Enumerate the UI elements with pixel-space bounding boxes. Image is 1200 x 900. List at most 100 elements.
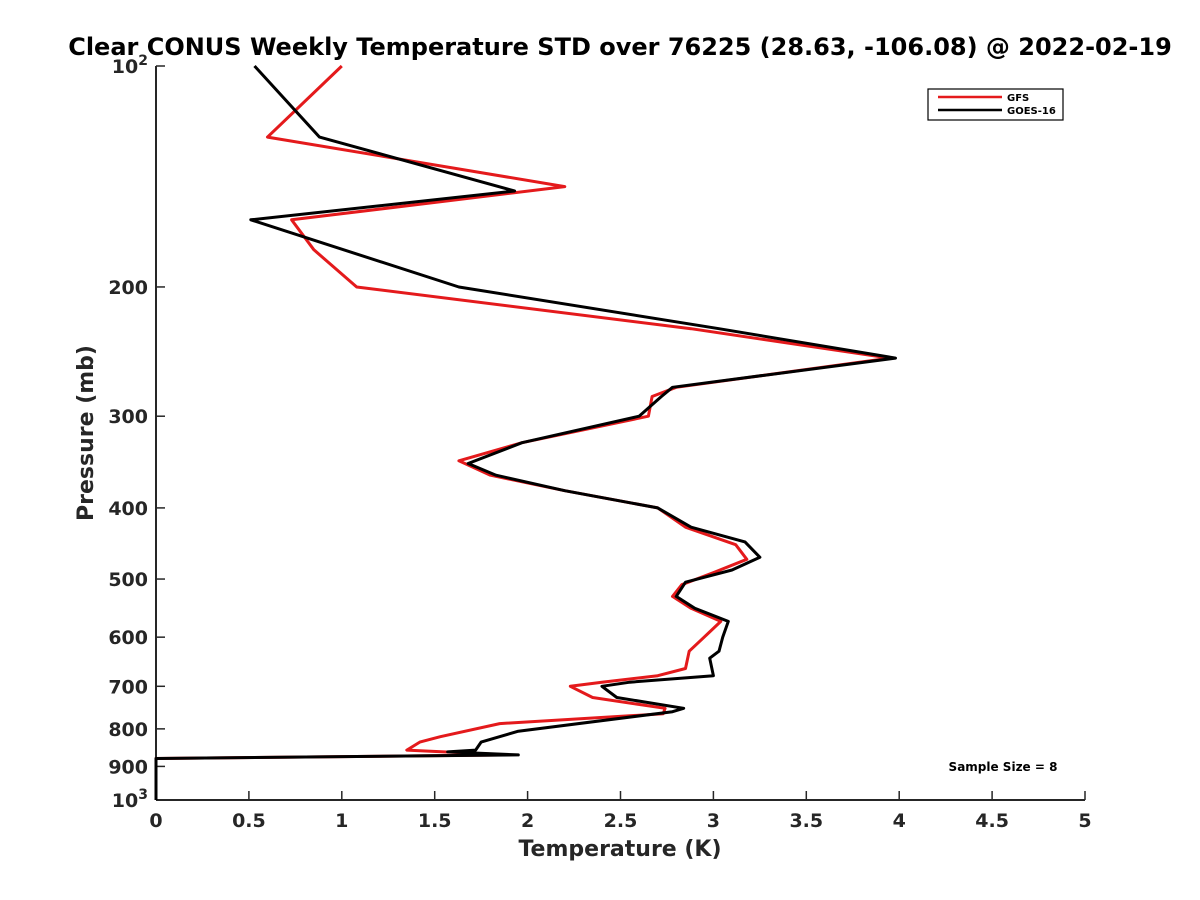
data-point <box>155 799 157 801</box>
x-tick-label: 4 <box>893 810 906 832</box>
data-point <box>720 620 722 622</box>
data-point <box>759 556 761 558</box>
x-axis-label: Temperature (K) <box>518 837 721 862</box>
data-point <box>684 526 686 528</box>
data-point <box>684 667 686 669</box>
data-point <box>521 442 523 444</box>
data-point <box>722 636 724 638</box>
y-tick-label: 500 <box>108 569 148 591</box>
data-point <box>638 415 640 417</box>
x-tick-label: 5 <box>1078 810 1091 832</box>
x-tick-label: 1.5 <box>418 810 452 832</box>
data-point <box>727 620 729 622</box>
x-tick-label: 4.5 <box>975 810 1009 832</box>
series-goes-16 <box>154 64 897 801</box>
data-point <box>564 185 566 187</box>
y-tick-label: 700 <box>108 676 148 698</box>
x-ticks: 0 0.5 1 1.5 2 2.5 3 3.5 4 4.5 5 <box>149 791 1092 832</box>
data-point <box>253 65 255 67</box>
data-point <box>709 657 711 659</box>
data-point <box>406 749 408 751</box>
y-axis-label: Pressure (mb) <box>74 345 99 521</box>
legend-label: GFS <box>1007 93 1029 104</box>
data-point <box>718 650 720 652</box>
y-tick-label: 200 <box>108 277 148 299</box>
data-point <box>735 544 737 546</box>
x-tick-label: 1 <box>335 810 348 832</box>
data-point <box>517 754 519 756</box>
y-tick-label: 300 <box>108 406 148 428</box>
legend: GFS GOES-16 <box>927 88 1064 121</box>
data-point <box>671 386 673 388</box>
y-tick-label: 102 <box>112 53 148 78</box>
data-point <box>443 751 445 753</box>
data-point <box>664 707 666 709</box>
data-point <box>458 286 460 288</box>
data-point <box>480 741 482 743</box>
data-point <box>474 749 476 751</box>
data-point <box>155 757 157 759</box>
data-point <box>439 736 441 738</box>
data-point <box>513 190 515 192</box>
data-point <box>356 286 358 288</box>
data-point <box>647 415 649 417</box>
data-point <box>688 650 690 652</box>
data-point <box>671 595 673 597</box>
y-tick-label: 103 <box>112 787 148 812</box>
legend-label: GOES-16 <box>1007 106 1056 117</box>
data-point <box>250 219 252 221</box>
chart-title: Clear CONUS Weekly Temperature STD over … <box>68 33 1172 61</box>
series-line <box>154 64 897 800</box>
data-point <box>601 681 603 683</box>
x-tick-label: 0.5 <box>232 810 266 832</box>
data-point <box>671 711 673 713</box>
y-tick-label: 900 <box>108 756 148 778</box>
data-point <box>744 541 746 543</box>
data-point <box>290 219 292 221</box>
data-point <box>746 558 748 560</box>
data-point <box>629 681 631 683</box>
data-point <box>894 357 896 359</box>
data-point <box>266 136 268 138</box>
y-tick-label: 400 <box>108 498 148 520</box>
x-tick-label: 2 <box>521 810 534 832</box>
data-point <box>683 707 685 709</box>
y-ticks: 102 200 300 400 500 600 700 800 900 103 <box>108 53 165 812</box>
series-group <box>154 64 897 801</box>
data-point <box>712 675 714 677</box>
data-point <box>703 636 705 638</box>
legend-box <box>927 88 1064 121</box>
x-tick-label: 2.5 <box>604 810 638 832</box>
data-point <box>458 460 460 462</box>
data-point <box>694 607 696 609</box>
data-point <box>419 741 421 743</box>
y-tick-label: 800 <box>108 719 148 741</box>
data-point <box>684 581 686 583</box>
data-point <box>718 328 720 330</box>
data-point <box>517 730 519 732</box>
data-point <box>569 685 571 687</box>
data-point <box>313 249 315 251</box>
series-gfs <box>154 64 892 800</box>
data-point <box>651 395 653 397</box>
x-tick-label: 3.5 <box>789 810 823 832</box>
sample-size-annotation: Sample Size = 8 <box>949 760 1058 774</box>
data-point <box>341 65 343 67</box>
x-tick-label: 3 <box>707 810 720 832</box>
series-line <box>154 64 892 800</box>
data-point <box>601 685 603 687</box>
y-tick-label: 600 <box>108 627 148 649</box>
data-point <box>616 696 618 698</box>
data-point <box>564 490 566 492</box>
x-tick-label: 0 <box>149 810 162 832</box>
data-point <box>447 751 449 753</box>
data-point <box>690 328 692 330</box>
data-point <box>318 136 320 138</box>
data-point <box>660 395 662 397</box>
data-point <box>690 526 692 528</box>
data-point <box>495 474 497 476</box>
data-point <box>591 696 593 698</box>
data-point <box>467 462 469 464</box>
